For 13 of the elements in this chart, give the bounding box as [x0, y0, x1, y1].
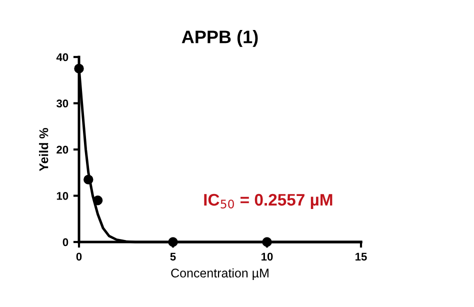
- y-tick-label: 10: [56, 192, 68, 200]
- y-axis-title: Yeild %: [39, 128, 48, 172]
- y-tick-label: 20: [56, 146, 68, 154]
- x-tick-label: 0: [76, 252, 82, 261]
- annotation: IC$_{50}$ = 0.2557 µM: [204, 194, 332, 210]
- y-tick-label: 30: [56, 100, 68, 108]
- x-tick-label: 15: [356, 252, 367, 261]
- y-tick-label: 40: [56, 53, 68, 62]
- y-tick-label: 0: [62, 238, 68, 246]
- x-tick-label: 10: [262, 252, 273, 261]
- x-tick-label: 5: [170, 252, 176, 261]
- x-axis-title: Concentration µM: [171, 268, 268, 280]
- chart-title: APPB (1): [182, 30, 258, 47]
